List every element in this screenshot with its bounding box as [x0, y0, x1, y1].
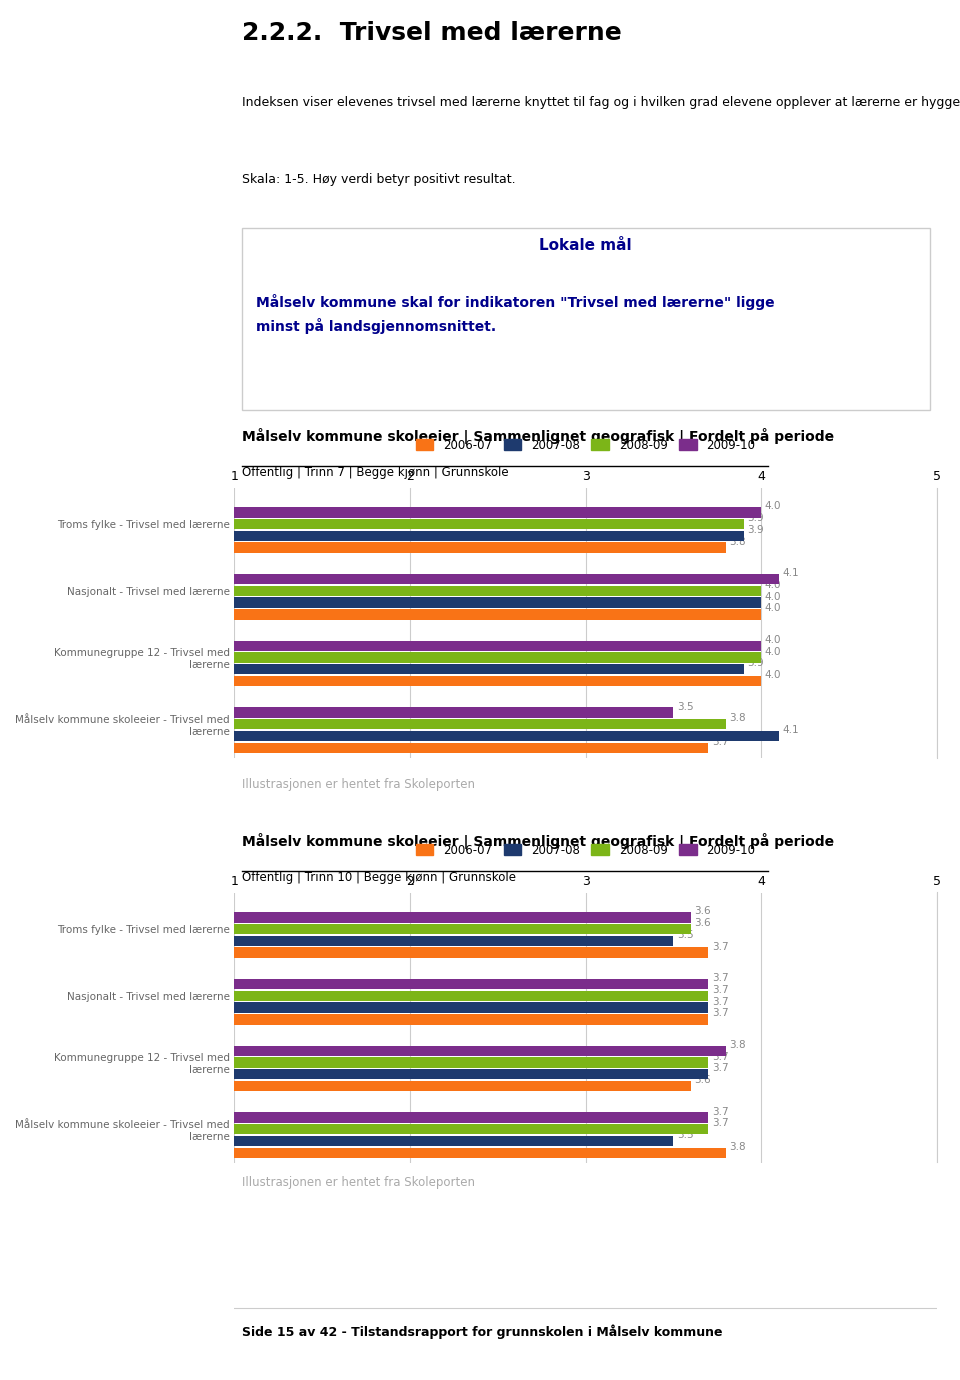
Bar: [234, 598, 761, 607]
Text: Offentlig | Trinn 10 | Begge kjønn | Grunnskole: Offentlig | Trinn 10 | Begge kjønn | Gru…: [242, 871, 516, 885]
Text: 3.7: 3.7: [712, 1064, 729, 1074]
Bar: [234, 1057, 708, 1068]
Bar: [234, 978, 708, 989]
Bar: [234, 1070, 708, 1079]
Text: 3.7: 3.7: [712, 1107, 729, 1116]
Bar: [234, 542, 726, 553]
Bar: [234, 719, 726, 730]
Text: 4.0: 4.0: [765, 580, 781, 589]
Bar: [234, 1123, 708, 1134]
Text: 2.2.2.  Trivsel med lærerne: 2.2.2. Trivsel med lærerne: [242, 21, 621, 46]
Text: Illustrasjonen er hentet fra Skoleporten: Illustrasjonen er hentet fra Skoleporten: [242, 778, 474, 791]
Text: 3.7: 3.7: [712, 1009, 729, 1018]
FancyBboxPatch shape: [242, 228, 929, 410]
Text: 3.9: 3.9: [747, 513, 764, 523]
Bar: [234, 1112, 708, 1122]
Text: 3.7: 3.7: [712, 737, 729, 747]
Bar: [234, 653, 761, 662]
Text: 3.9: 3.9: [747, 524, 764, 535]
Text: Målselv kommune skal for indikatoren "Trivsel med lærerne" ligge
minst på landsg: Målselv kommune skal for indikatoren "Tr…: [255, 294, 774, 334]
Bar: [234, 1148, 726, 1158]
Text: 4.0: 4.0: [765, 592, 781, 602]
Text: 3.5: 3.5: [677, 930, 693, 940]
Text: Skala: 1-5. Høy verdi betyr positivt resultat.: Skala: 1-5. Høy verdi betyr positivt res…: [242, 172, 516, 186]
Bar: [234, 531, 744, 541]
Text: 4.1: 4.1: [782, 569, 799, 578]
Text: 3.8: 3.8: [730, 1039, 746, 1050]
Text: Illustrasjonen er hentet fra Skoleporten: Illustrasjonen er hentet fra Skoleporten: [242, 1176, 474, 1190]
Text: 3.6: 3.6: [694, 907, 711, 916]
Text: 3.7: 3.7: [712, 973, 729, 983]
Text: 3.5: 3.5: [677, 701, 693, 712]
Bar: [234, 1002, 708, 1013]
Bar: [234, 1046, 726, 1056]
Text: 4.0: 4.0: [765, 635, 781, 644]
Bar: [234, 585, 761, 596]
Text: 4.0: 4.0: [765, 647, 781, 657]
Text: 3.8: 3.8: [730, 1141, 746, 1152]
Text: 3.7: 3.7: [712, 985, 729, 995]
Bar: [234, 912, 691, 922]
Bar: [234, 1081, 691, 1092]
Text: Side 15 av 42 - Tilstandsrapport for grunnskolen i Målselv kommune: Side 15 av 42 - Tilstandsrapport for gru…: [242, 1325, 722, 1339]
Text: 4.0: 4.0: [765, 501, 781, 512]
Text: 3.7: 3.7: [712, 996, 729, 1006]
Text: Lokale mål: Lokale mål: [540, 237, 632, 253]
Text: 3.6: 3.6: [694, 1075, 711, 1085]
Legend: 2006-07, 2007-08, 2008-09, 2009-10: 2006-07, 2007-08, 2008-09, 2009-10: [411, 839, 760, 861]
Bar: [234, 508, 761, 518]
Text: Indeksen viser elevenes trivsel med lærerne knyttet til fag og i hvilken grad el: Indeksen viser elevenes trivsel med lære…: [242, 97, 960, 109]
Text: Målselv kommune skoleeier | Sammenlignet geografisk | Fordelt på periode: Målselv kommune skoleeier | Sammenlignet…: [242, 834, 833, 849]
Bar: [234, 925, 691, 934]
Text: 3.8: 3.8: [730, 537, 746, 546]
Text: 4.1: 4.1: [782, 724, 799, 736]
Text: 3.7: 3.7: [712, 1052, 729, 1061]
Bar: [234, 991, 708, 1000]
Text: 3.6: 3.6: [694, 918, 711, 929]
Bar: [234, 676, 761, 686]
Text: Målselv kommune skoleeier | Sammenlignet geografisk | Fordelt på periode: Målselv kommune skoleeier | Sammenlignet…: [242, 428, 833, 444]
Bar: [234, 936, 673, 947]
Bar: [234, 640, 761, 651]
Bar: [234, 664, 744, 675]
Legend: 2006-07, 2007-08, 2008-09, 2009-10: 2006-07, 2007-08, 2008-09, 2009-10: [411, 433, 760, 457]
Bar: [234, 609, 761, 620]
Text: 4.0: 4.0: [765, 603, 781, 614]
Bar: [234, 948, 708, 958]
Bar: [234, 742, 708, 753]
Text: 3.7: 3.7: [712, 941, 729, 952]
Bar: [234, 1014, 708, 1024]
Text: 3.9: 3.9: [747, 658, 764, 668]
Bar: [234, 731, 779, 741]
Bar: [234, 1136, 673, 1147]
Bar: [234, 574, 779, 584]
Bar: [234, 707, 673, 718]
Bar: [234, 519, 744, 530]
Text: 3.8: 3.8: [730, 713, 746, 723]
Text: 3.5: 3.5: [677, 1130, 693, 1140]
Text: 4.0: 4.0: [765, 671, 781, 680]
Text: Offentlig | Trinn 7 | Begge kjønn | Grunnskole: Offentlig | Trinn 7 | Begge kjønn | Grun…: [242, 466, 508, 479]
Text: 3.7: 3.7: [712, 1118, 729, 1129]
